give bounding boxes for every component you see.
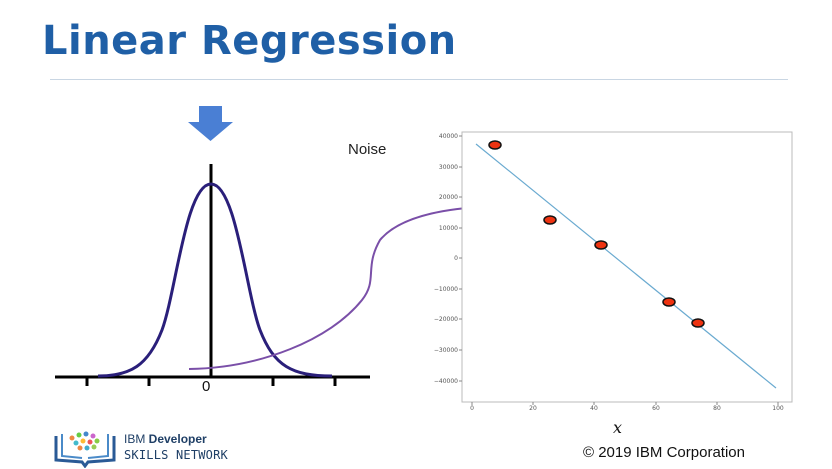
regression-line	[475, 143, 777, 389]
svg-text:10000: 10000	[439, 225, 458, 232]
svg-text:−20000: −20000	[434, 316, 458, 323]
data-point	[662, 297, 676, 307]
logo-line1: IBM Developer	[124, 432, 207, 446]
x-axis-label: x	[613, 418, 623, 437]
svg-text:−40000: −40000	[434, 378, 458, 385]
noise-label: Noise	[348, 141, 387, 158]
gaussian-curve	[97, 182, 333, 378]
logo-line2: SKILLS NETWORK	[124, 448, 228, 462]
data-point	[543, 215, 557, 225]
svg-text:0: 0	[470, 405, 474, 412]
down-arrow-icon	[188, 106, 233, 141]
slide-title: Linear Regression	[42, 18, 457, 64]
svg-text:80: 80	[713, 405, 721, 412]
scatter-chart: 40000 30000 20000 10000 0 −10000 −20000 …	[434, 131, 793, 412]
svg-text:60: 60	[652, 405, 660, 412]
svg-text:100: 100	[772, 405, 784, 412]
gaussian-zero-label: 0	[202, 378, 211, 395]
svg-text:−10000: −10000	[434, 286, 458, 293]
svg-text:20000: 20000	[439, 194, 458, 201]
gaussian-axes	[55, 164, 370, 386]
data-point	[691, 318, 705, 328]
svg-text:30000: 30000	[439, 164, 458, 171]
data-point	[594, 240, 608, 250]
connector-arrow	[188, 204, 536, 370]
ibm-skills-network-logo: IBM Developer SKILLS NETWORK	[52, 428, 232, 468]
book-logo-icon	[54, 431, 116, 468]
svg-text:40000: 40000	[439, 133, 458, 140]
svg-text:0: 0	[454, 255, 458, 262]
data-point	[488, 140, 502, 150]
svg-text:40: 40	[590, 405, 598, 412]
svg-text:20: 20	[529, 405, 537, 412]
copyright-text: © 2019 IBM Corporation	[583, 444, 745, 461]
title-divider	[50, 79, 788, 80]
svg-text:−30000: −30000	[434, 347, 458, 354]
